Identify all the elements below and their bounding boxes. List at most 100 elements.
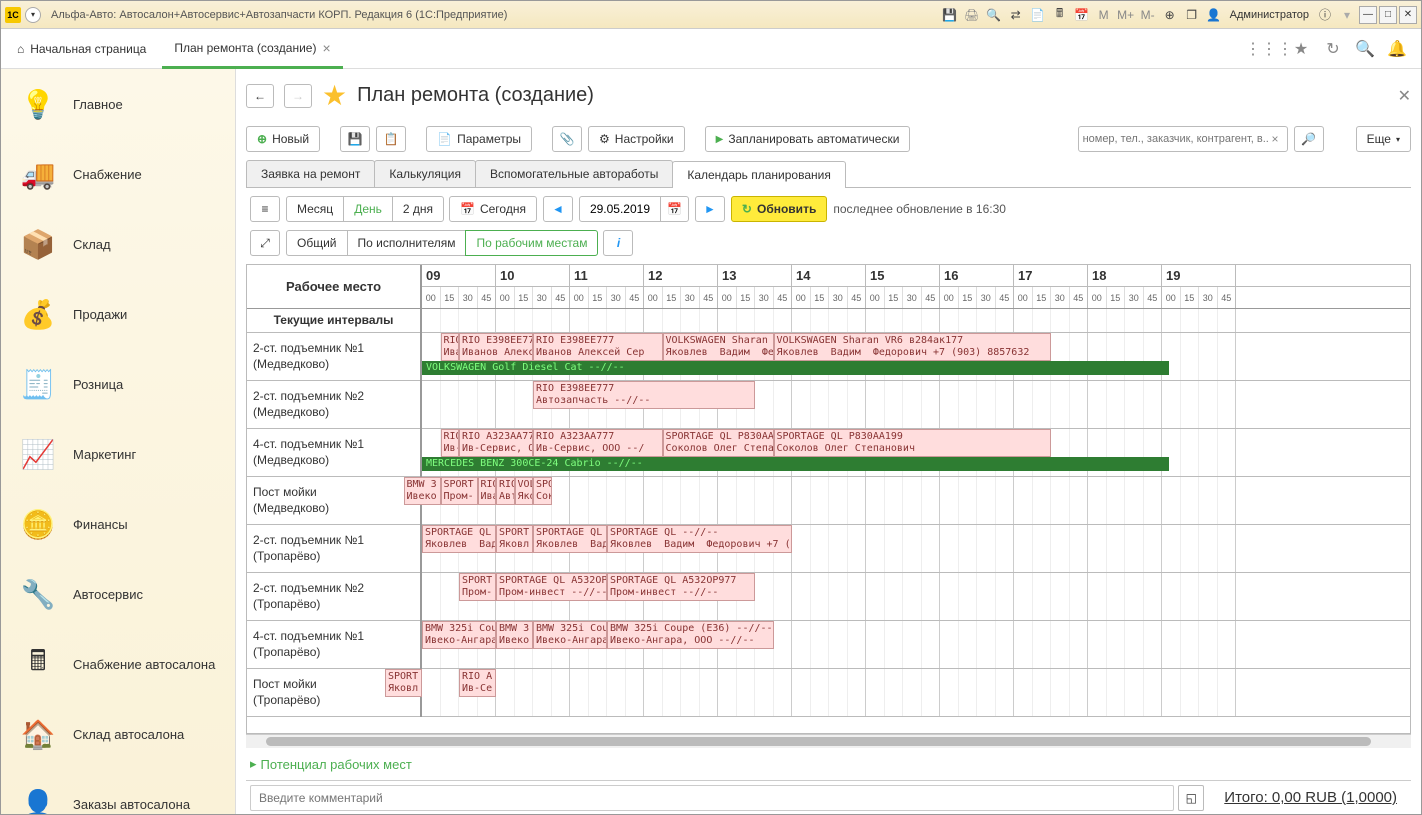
gantt-task[interactable]: SPORTAGE QL --//-- Яковлев Вадим Федоров… bbox=[607, 525, 792, 553]
comment-input[interactable] bbox=[250, 785, 1174, 811]
gantt-task[interactable]: BMW 3 Ивеко bbox=[496, 621, 533, 649]
gantt-task[interactable]: SPORT Пром- bbox=[441, 477, 478, 505]
nav-back-button[interactable]: ← bbox=[246, 84, 274, 108]
refresh-button[interactable]: ↻Обновить bbox=[731, 196, 827, 222]
gantt-task[interactable]: SPORTAGE QL Яковлев Вад bbox=[422, 525, 496, 553]
app-menu-dropdown[interactable]: ▾ bbox=[25, 7, 41, 23]
notifications-icon[interactable]: 🔔 bbox=[1385, 37, 1409, 61]
total-label[interactable]: Итого: 0,00 RUB (1,0000) bbox=[1224, 789, 1397, 806]
gantt-task[interactable]: RIO E Ивано bbox=[478, 477, 497, 505]
sidebar-item-8[interactable]: 🖩Снабжение автосалона bbox=[1, 629, 235, 699]
calendar-icon[interactable]: 📅 bbox=[1072, 5, 1092, 25]
search-input[interactable] bbox=[1083, 133, 1268, 145]
gantt-task[interactable]: RIO E398EE777 Автозапчасть --//-- bbox=[533, 381, 755, 409]
sidebar-item-6[interactable]: 🪙Финансы bbox=[1, 489, 235, 559]
gantt-task[interactable]: SPORTAGE QL Яковлев Вад bbox=[533, 525, 607, 553]
search-clear-button[interactable]: × bbox=[1268, 132, 1283, 146]
attach-button[interactable]: 📎 bbox=[552, 126, 582, 152]
history-icon[interactable]: ↻ bbox=[1321, 37, 1345, 61]
gantt-chart[interactable]: Рабочее местоТекущие интервалы2-ст. подъ… bbox=[246, 264, 1411, 734]
star-icon[interactable]: ★ bbox=[322, 79, 347, 112]
date-picker-button[interactable]: 📅 bbox=[660, 197, 688, 221]
gantt-task[interactable]: RIO A323AA77 Ив-Сервис, О bbox=[459, 429, 533, 457]
settings-button[interactable]: ⚙Настройки bbox=[588, 126, 685, 152]
gantt-task[interactable]: RIO E398EE777 Иванов Алекс bbox=[459, 333, 533, 361]
sidebar-item-5[interactable]: 📈Маркетинг bbox=[1, 419, 235, 489]
gantt-task[interactable]: BMW 325i Cou Ивеко-Ангара bbox=[533, 621, 607, 649]
gantt-task[interactable]: RIO A Ив-С bbox=[441, 429, 460, 457]
gantt-row-track[interactable]: SPORT ЯковлRIO A Ив-Се bbox=[422, 669, 1411, 717]
info-dropdown-icon[interactable]: ▾ bbox=[1337, 5, 1357, 25]
document-tab[interactable]: План ремонта (создание) × bbox=[162, 30, 342, 69]
filter-performer-button[interactable]: По исполнителям bbox=[347, 230, 467, 256]
gantt-row-track[interactable]: RIO E ИваноRIO E398EE777 Иванов АлексRIO… bbox=[422, 333, 1411, 381]
m-plus-icon[interactable]: M+ bbox=[1116, 5, 1136, 25]
minimize-button[interactable]: — bbox=[1359, 6, 1377, 24]
gantt-row-track[interactable]: SPORT Пром-SPORTAGE QL A532OP Пром-инвес… bbox=[422, 573, 1411, 621]
prev-day-button[interactable]: ◄ bbox=[543, 196, 573, 222]
subtab-0[interactable]: Заявка на ремонт bbox=[246, 160, 375, 187]
save-button[interactable]: 💾 bbox=[340, 126, 370, 152]
gantt-row-track[interactable]: BMW 325i Cou Ивеко-АнгараBMW 3 ИвекоBMW … bbox=[422, 621, 1411, 669]
sidebar-item-9[interactable]: 🏠Склад автосалона bbox=[1, 699, 235, 769]
nav-forward-button[interactable]: → bbox=[284, 84, 312, 108]
gantt-row-track[interactable]: RIO A Ив-СRIO A323AA77 Ив-Сервис, ОRIO A… bbox=[422, 429, 1411, 477]
gantt-task[interactable]: RIO E Ивано bbox=[441, 333, 460, 361]
close-button[interactable]: ✕ bbox=[1399, 6, 1417, 24]
filter-workplace-button[interactable]: По рабочим местам bbox=[465, 230, 598, 256]
m-icon[interactable]: M bbox=[1094, 5, 1114, 25]
sidebar-item-3[interactable]: 💰Продажи bbox=[1, 279, 235, 349]
params-button[interactable]: 📄Параметры bbox=[426, 126, 532, 152]
sidebar-item-1[interactable]: 🚚Снабжение bbox=[1, 139, 235, 209]
sidebar-item-0[interactable]: 💡Главное bbox=[1, 69, 235, 139]
calc-icon[interactable]: 🖩 bbox=[1050, 5, 1070, 25]
zoom-icon[interactable]: ⊕ bbox=[1160, 5, 1180, 25]
maximize-button[interactable]: □ bbox=[1379, 6, 1397, 24]
date-input[interactable]: 📅 bbox=[579, 196, 689, 222]
day-view-button[interactable]: День bbox=[343, 196, 393, 222]
info-icon[interactable]: ⓘ bbox=[1315, 5, 1335, 25]
preview-icon[interactable]: 🔍 bbox=[984, 5, 1004, 25]
gantt-task[interactable]: RIO A Ив-Се bbox=[459, 669, 496, 697]
print-icon[interactable]: 🖨 bbox=[962, 5, 982, 25]
gantt-task[interactable]: BMW 325i Coupe (E36) --//-- Ивеко-Ангара… bbox=[607, 621, 774, 649]
gantt-task[interactable]: SPORT Пром- bbox=[459, 573, 496, 601]
gantt-task[interactable]: VOLKSWAGEN Sharan VR6 в284ак177 Яковлев … bbox=[774, 333, 1052, 361]
gantt-summary-bar[interactable]: MERCEDES BENZ 300CE-24 Cabrio --//-- bbox=[422, 457, 1169, 471]
gantt-row-track[interactable]: BMW 3 ИвекоSPORT Пром-RIO E ИваноRIO E А… bbox=[422, 477, 1411, 525]
subtab-1[interactable]: Калькуляция bbox=[374, 160, 476, 187]
more-button[interactable]: Еще▾ bbox=[1356, 126, 1411, 152]
post-button[interactable]: 📋 bbox=[376, 126, 406, 152]
gantt-task[interactable]: SPORTAGE QL P830AA Соколов Олег Степа bbox=[663, 429, 774, 457]
next-day-button[interactable]: ► bbox=[695, 196, 725, 222]
gantt-task[interactable]: VOLKSWAGEN Sharan Яковлев Вадим Фе bbox=[663, 333, 774, 361]
horizontal-scrollbar[interactable] bbox=[246, 734, 1411, 748]
save-icon[interactable]: 💾 bbox=[940, 5, 960, 25]
close-page-button[interactable]: ✕ bbox=[1398, 86, 1411, 106]
search-box[interactable]: × bbox=[1078, 126, 1288, 152]
apps-icon[interactable]: ⋮⋮⋮ bbox=[1257, 37, 1281, 61]
gantt-task[interactable]: SPORTAGE QL P830AA199 Соколов Олег Степа… bbox=[774, 429, 1052, 457]
2day-view-button[interactable]: 2 дня bbox=[392, 196, 444, 222]
home-tab[interactable]: ⌂ Начальная страница bbox=[1, 29, 162, 68]
favorite-icon[interactable]: ★ bbox=[1289, 37, 1313, 61]
gantt-row-track[interactable]: RIO E398EE777 Автозапчасть --//-- bbox=[422, 381, 1411, 429]
gantt-task[interactable]: VOLKS Яковл bbox=[515, 477, 534, 505]
sidebar-item-4[interactable]: 🧾Розница bbox=[1, 349, 235, 419]
search-action-button[interactable]: 🔎 bbox=[1294, 126, 1324, 152]
gantt-row-track[interactable]: SPORTAGE QL Яковлев ВадSPORT ЯковлSPORTA… bbox=[422, 525, 1411, 573]
search-icon[interactable]: 🔍 bbox=[1353, 37, 1377, 61]
gantt-summary-bar[interactable]: VOLKSWAGEN Golf Diesel Cat --//-- bbox=[422, 361, 1169, 375]
gantt-task[interactable]: BMW 325i Cou Ивеко-Ангара bbox=[422, 621, 496, 649]
new-button[interactable]: ⊕Новый bbox=[246, 126, 320, 152]
comment-expand-button[interactable]: ◱ bbox=[1178, 785, 1204, 811]
gantt-task[interactable]: SPORTAGE QL A532OP977 Пром-инвест --//-- bbox=[607, 573, 755, 601]
m-minus-icon[interactable]: M- bbox=[1138, 5, 1158, 25]
filter-toggle-button[interactable]: ⤢ bbox=[250, 230, 280, 256]
document-tab-close[interactable]: × bbox=[322, 40, 330, 56]
list-view-button[interactable]: ≡ bbox=[250, 196, 280, 222]
print2-icon[interactable]: 📄 bbox=[1028, 5, 1048, 25]
gantt-task[interactable]: SPORTAGE QL A532OP Пром-инвест --//-- bbox=[496, 573, 607, 601]
potential-link[interactable]: ▸ Потенциал рабочих мест bbox=[246, 748, 1411, 780]
compare-icon[interactable]: ⇄ bbox=[1006, 5, 1026, 25]
